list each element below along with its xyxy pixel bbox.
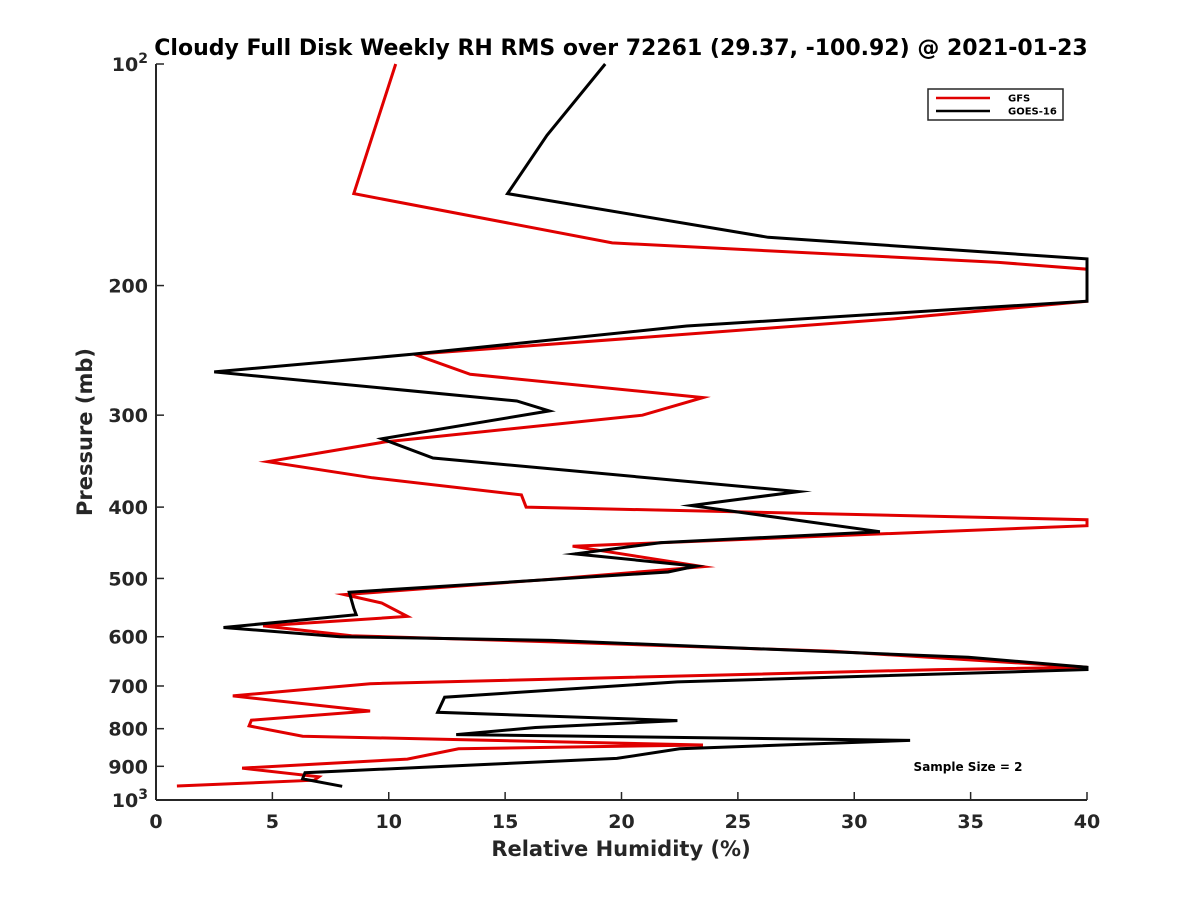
x-tick-label: 20	[608, 811, 634, 833]
y-tick-label: 102	[112, 51, 148, 76]
x-tick-label: 40	[1074, 811, 1100, 833]
x-tick-label: 35	[957, 811, 983, 833]
y-axis-title: Pressure (mb)	[73, 348, 97, 516]
series-line-goes16	[214, 63, 1089, 788]
x-tick-label: 5	[266, 811, 279, 833]
legend-label-goes16: GOES-16	[1008, 107, 1057, 118]
plot-area	[176, 63, 1089, 788]
y-tick-label: 500	[108, 568, 148, 590]
chart-title: Cloudy Full Disk Weekly RH RMS over 7226…	[154, 36, 1087, 61]
y-tick-label: 400	[108, 497, 148, 519]
legend-box	[927, 88, 1064, 121]
y-tick-label: 900	[108, 756, 148, 778]
y-tick-label: 600	[108, 627, 148, 649]
x-axis-title: Relative Humidity (%)	[491, 837, 750, 861]
y-tick-label: 800	[108, 719, 148, 741]
y-tick-label: 300	[108, 405, 148, 427]
y-tick-label: 200	[108, 276, 148, 298]
y-tick-label: 700	[108, 676, 148, 698]
x-tick-label: 10	[376, 811, 402, 833]
legend-label-gfs: GFS	[1008, 94, 1030, 105]
x-tick-label: 30	[841, 811, 867, 833]
y-axis-ticks: 102 200 300 400 500 600 700 800 900 103	[108, 51, 164, 812]
x-tick-label: 25	[725, 811, 751, 833]
x-axis-ticks: 0 5 10 15 20 25 30 35 40	[149, 792, 1100, 833]
x-tick-label: 15	[492, 811, 518, 833]
x-tick-label: 0	[149, 811, 162, 833]
y-tick-label: 103	[112, 787, 148, 812]
series-line-gfs	[176, 63, 1089, 788]
sample-size-annotation: Sample Size = 2	[914, 760, 1023, 774]
legend: GFS GOES-16	[927, 88, 1064, 121]
